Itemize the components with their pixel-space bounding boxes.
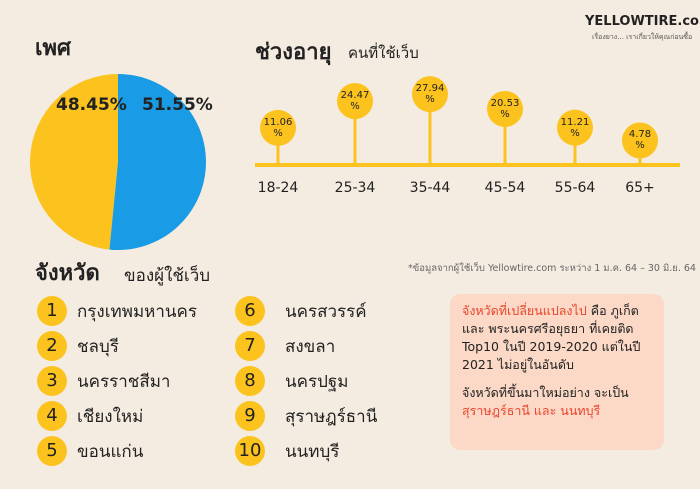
value-label: 24.47 % [340, 90, 370, 113]
rank-badge: 2 [37, 331, 67, 361]
lollipop-head [260, 109, 296, 146]
highlight: สุราษฎร์ธานี และ นนทบุรี [462, 403, 601, 418]
lollipop-head [557, 109, 593, 146]
province-title: จังหวัด [35, 261, 100, 286]
value-label: 11.06 % [263, 116, 293, 139]
value-label: 20.53 % [490, 97, 520, 120]
value-label: 11.21 % [560, 116, 590, 139]
text: จังหวัดที่ขึ้นมาใหม่อย่าง จะเป็น [462, 385, 629, 400]
category-label: 45-54 [484, 180, 526, 196]
lollipop-head [337, 83, 373, 120]
province-name: นครสวรรค์ [285, 302, 367, 322]
category-label: 35-44 [409, 180, 451, 196]
category-label: 25-34 [334, 180, 376, 196]
pie-label: 48.45% [56, 95, 127, 115]
province-subtitle: ของผู้ใช้เว็บ [124, 266, 211, 286]
category-label: 65+ [625, 180, 655, 196]
rank-badge: 10 [235, 436, 265, 466]
category-label: 18-24 [257, 180, 299, 196]
rank-badge: 9 [235, 401, 265, 431]
logo-brand[interactable]: YELLOWTIRE.com [585, 14, 700, 29]
rank-badge: 7 [235, 331, 265, 361]
note: *ข้อมูลจากผู้ใช้เว็บ Yellowtire.com ระหว… [408, 263, 696, 274]
province-name: ขอนแก่น [77, 442, 144, 462]
pie-title: เพศ [35, 36, 71, 61]
logo-tagline: เรื่องยาง... เราเกี่ยวให้คุณก่อนซื้อ [592, 33, 693, 41]
province-name: นครราชสีมา [77, 372, 171, 392]
rank-badge: 4 [37, 401, 67, 431]
info-box: จังหวัดที่เปลี่ยนแปลงไป คือ ภูเก็ต และ พ… [450, 294, 664, 450]
rank-badge: 1 [37, 296, 67, 326]
value-label: 4.78 % [628, 129, 652, 152]
rank-badge: 3 [37, 366, 67, 396]
age-title: ช่วงอายุ [255, 40, 332, 65]
value-label: 27.94 % [415, 83, 445, 106]
pie-slice [109, 74, 206, 250]
lollipop-head [622, 122, 658, 159]
highlight: จังหวัดที่เปลี่ยนแปลงไป [462, 303, 587, 318]
rank-badge: 5 [37, 436, 67, 466]
age-subtitle: คนที่ใช้เว็บ [348, 44, 419, 62]
province-name: เชียงใหม่ [77, 407, 144, 427]
province-name: ชลบุรี [77, 337, 119, 357]
lollipop-head [487, 90, 523, 127]
lollipop-head [412, 76, 448, 113]
text: คือ ภูเก็ต และ พระนครศรีอยุธยา ที่เคยติด… [462, 303, 641, 372]
pie-slice [29, 74, 119, 250]
province-name: กรุงเทพมหานคร [77, 302, 198, 322]
province-name: นนทบุรี [285, 442, 340, 462]
rank-badge: 8 [235, 366, 265, 396]
province-name: สุราษฎร์ธานี [285, 407, 378, 427]
pie-label: 51.55% [142, 95, 213, 115]
category-label: 55-64 [554, 180, 596, 196]
province-name: สงขลา [285, 337, 336, 357]
province-name: นครปฐม [285, 372, 349, 392]
rank-badge: 6 [235, 296, 265, 326]
